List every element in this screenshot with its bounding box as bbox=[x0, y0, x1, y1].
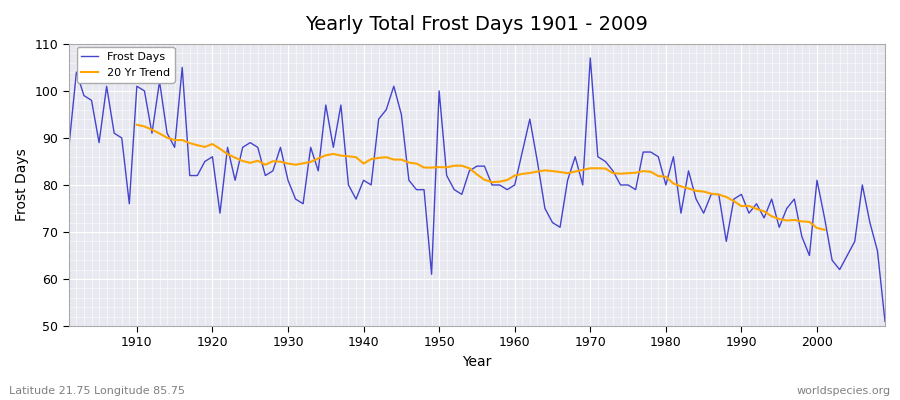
Frost Days bbox=[509, 182, 520, 187]
Line: Frost Days: Frost Days bbox=[68, 58, 885, 321]
20 Yr Trend bbox=[819, 227, 830, 232]
Frost Days bbox=[290, 197, 301, 202]
20 Yr Trend bbox=[638, 169, 649, 174]
Frost Days bbox=[502, 187, 513, 192]
X-axis label: Year: Year bbox=[463, 355, 491, 369]
Text: worldspecies.org: worldspecies.org bbox=[796, 386, 891, 396]
Text: Latitude 21.75 Longitude 85.75: Latitude 21.75 Longitude 85.75 bbox=[9, 386, 185, 396]
Frost Days bbox=[585, 56, 596, 60]
20 Yr Trend bbox=[668, 181, 679, 186]
Frost Days bbox=[124, 201, 135, 206]
Legend: Frost Days, 20 Yr Trend: Frost Days, 20 Yr Trend bbox=[77, 47, 175, 83]
20 Yr Trend bbox=[131, 122, 142, 127]
Frost Days bbox=[608, 168, 618, 173]
Frost Days bbox=[336, 103, 346, 108]
20 Yr Trend bbox=[706, 191, 716, 196]
20 Yr Trend bbox=[676, 184, 687, 189]
Title: Yearly Total Frost Days 1901 - 2009: Yearly Total Frost Days 1901 - 2009 bbox=[305, 15, 648, 34]
Frost Days bbox=[63, 145, 74, 150]
Frost Days bbox=[879, 319, 890, 324]
20 Yr Trend bbox=[539, 168, 550, 173]
Line: 20 Yr Trend: 20 Yr Trend bbox=[137, 125, 824, 230]
20 Yr Trend bbox=[683, 186, 694, 191]
Y-axis label: Frost Days: Frost Days bbox=[15, 148, 29, 221]
